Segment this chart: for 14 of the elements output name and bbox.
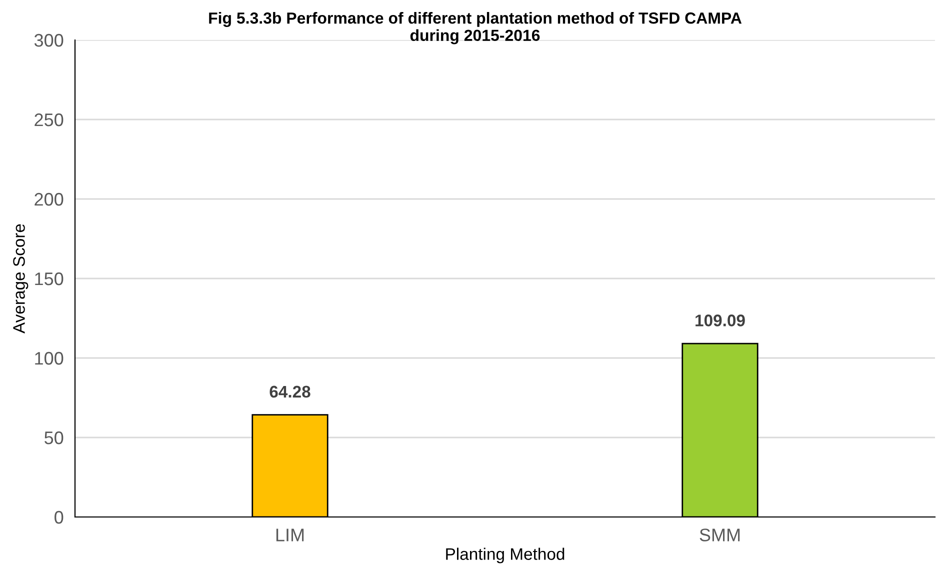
y-tick-label: 200 — [34, 192, 64, 206]
y-tick-label: 300 — [34, 34, 64, 47]
y-tick-label: 150 — [35, 272, 64, 286]
data-label: 64.28 — [270, 386, 310, 398]
data-label: 109.09 — [696, 314, 745, 326]
y-tick-label: 0 — [54, 510, 64, 524]
y-tick-label: 50 — [44, 431, 64, 444]
y-axis-title: Average Score — [13, 224, 28, 334]
chart-title: Fig 5.3.3b Performance of different plantation method of TSFD CAMPA during 2015-2016 — [209, 12, 742, 44]
x-tick-label: LIM — [276, 528, 304, 542]
x-axis-title: Planting Method — [446, 548, 564, 564]
y-tick-label: 100 — [35, 352, 64, 365]
x-tick-label: SMM — [700, 528, 740, 542]
y-tick-label: 250 — [34, 113, 64, 126]
